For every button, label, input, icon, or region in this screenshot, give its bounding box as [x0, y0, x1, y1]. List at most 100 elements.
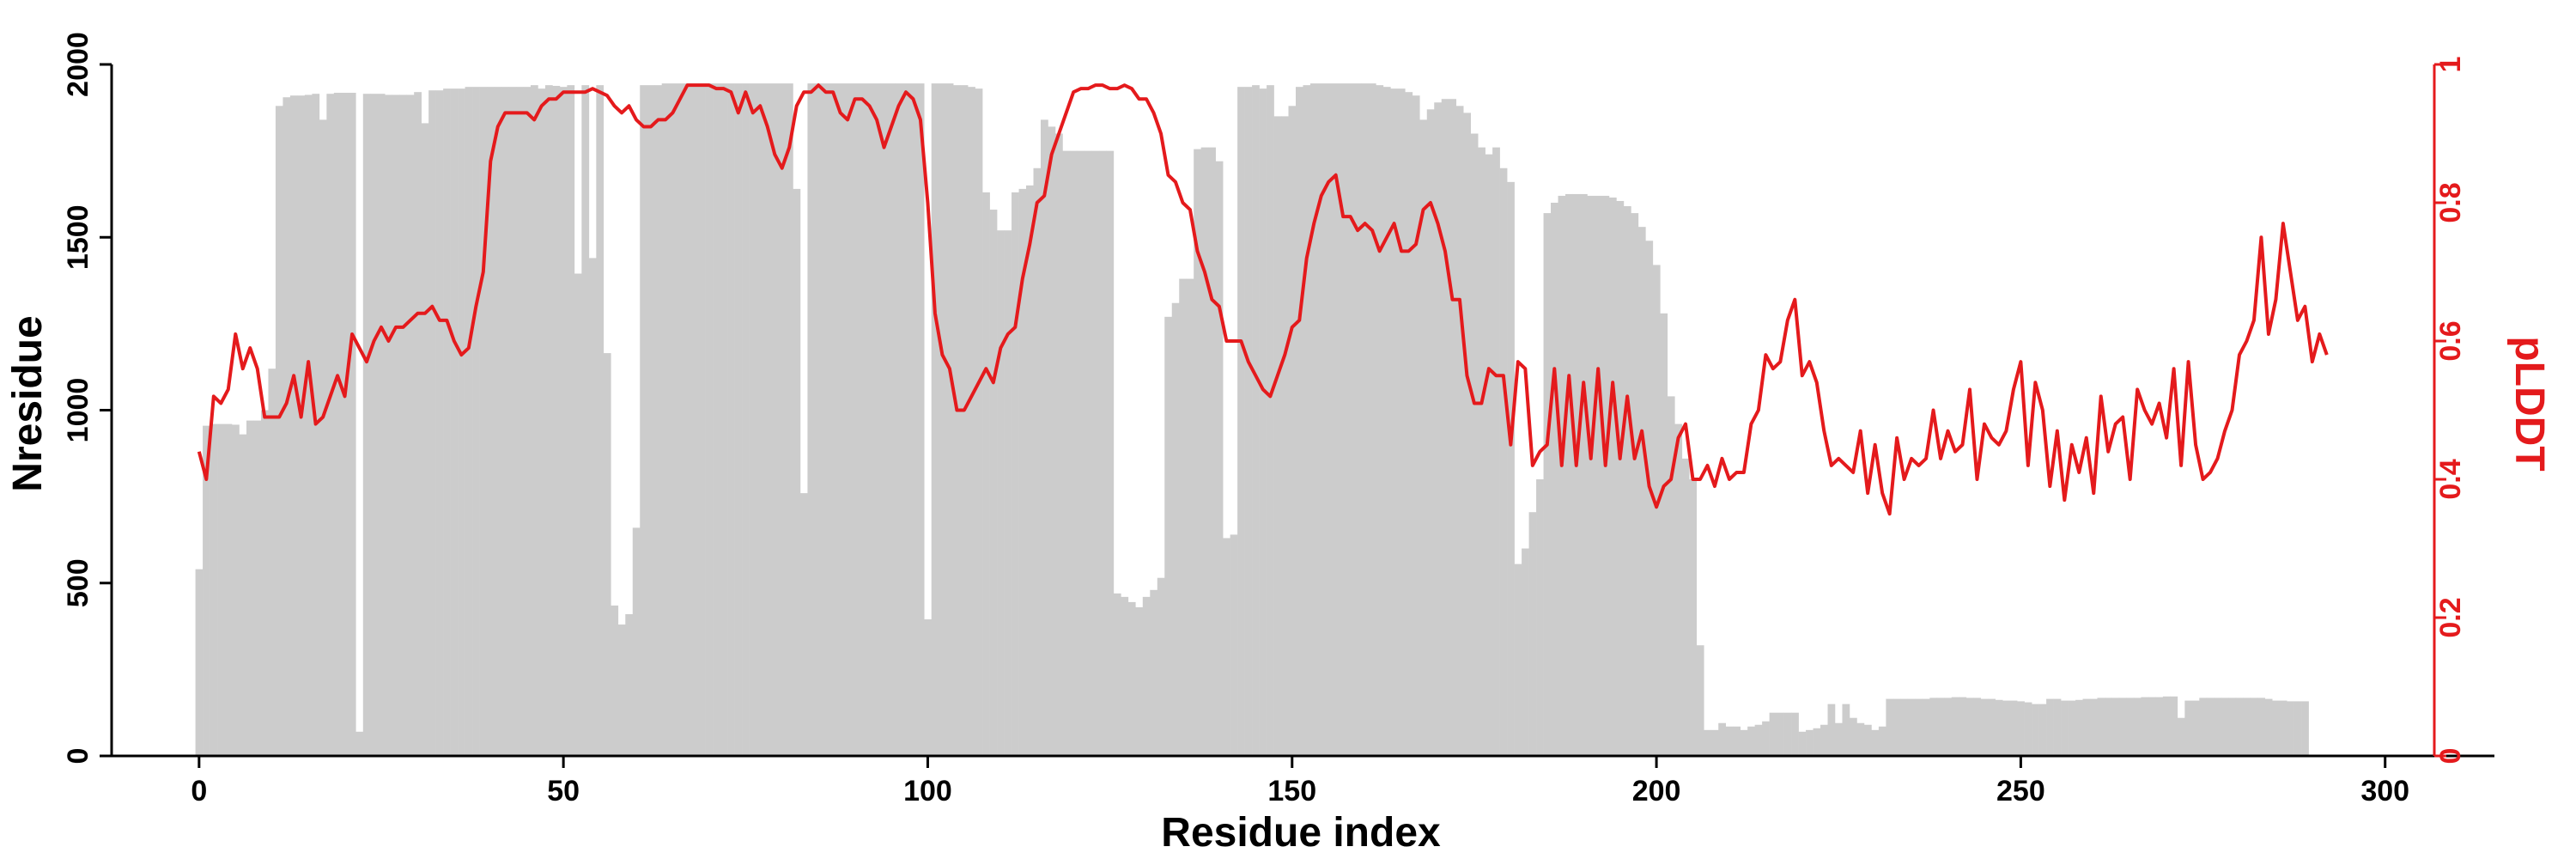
bar	[1681, 458, 1690, 756]
bar	[1113, 593, 1121, 756]
bar	[1674, 423, 1683, 756]
bar	[574, 273, 582, 756]
bar	[2032, 704, 2039, 757]
bar	[443, 88, 451, 757]
bar	[916, 83, 925, 756]
bar	[1637, 227, 1646, 756]
bar	[2024, 702, 2032, 756]
bar	[632, 527, 641, 756]
bar	[836, 83, 845, 756]
y2-axis-title: pLDDT	[2506, 336, 2552, 471]
bar	[1478, 147, 1485, 757]
bar	[1244, 87, 1253, 756]
bar	[945, 83, 954, 756]
bar	[1777, 712, 1784, 756]
bar	[2162, 696, 2171, 756]
bar	[2009, 700, 2018, 756]
bar	[2243, 698, 2251, 756]
y-axis-title: Nresidue	[5, 315, 51, 491]
bar	[982, 192, 990, 756]
bar	[625, 613, 634, 756]
bar	[698, 83, 706, 756]
bar	[1303, 85, 1311, 756]
bar	[1084, 150, 1092, 757]
bar	[377, 94, 386, 756]
bar	[1186, 278, 1194, 756]
bar	[392, 94, 400, 757]
bar	[559, 87, 568, 756]
bar	[1929, 698, 1938, 756]
bar	[603, 353, 611, 756]
bar	[814, 83, 823, 756]
bar	[1382, 87, 1391, 756]
bar	[1623, 206, 1631, 756]
bar	[785, 83, 793, 756]
bar	[2111, 698, 2120, 756]
bar	[1171, 302, 1180, 757]
bar	[1528, 512, 1537, 756]
bar	[909, 83, 918, 756]
bar	[472, 87, 480, 756]
bar	[1733, 726, 1741, 756]
bar	[567, 85, 575, 756]
bar	[319, 119, 327, 756]
bar	[2287, 701, 2294, 756]
plddt-line	[197, 83, 2329, 516]
bar	[690, 83, 699, 756]
plddt-line-group	[197, 83, 2329, 516]
bar	[508, 87, 517, 756]
bar	[1267, 85, 1274, 756]
bar	[895, 83, 903, 756]
bar	[1558, 195, 1566, 756]
bar	[778, 83, 787, 756]
bar	[2228, 698, 2237, 756]
bar	[1747, 726, 1755, 756]
bar	[1696, 645, 1704, 756]
bar	[2068, 700, 2076, 756]
bar	[939, 83, 946, 756]
bar	[1296, 87, 1303, 756]
y2-tick-label: 0.4	[2434, 459, 2467, 499]
bar	[829, 83, 837, 756]
bar	[2272, 700, 2280, 756]
bar	[2221, 698, 2229, 756]
x-tick-label: 300	[2360, 775, 2409, 807]
bar	[2293, 701, 2302, 756]
bar	[2214, 698, 2222, 756]
bar	[253, 420, 262, 756]
bar	[669, 83, 677, 756]
bar	[355, 731, 364, 756]
bar	[720, 83, 728, 756]
bar	[2090, 698, 2098, 756]
bar	[2250, 698, 2258, 756]
bar	[1419, 119, 1428, 756]
bar	[676, 83, 684, 756]
bar	[246, 420, 254, 756]
bar	[2279, 700, 2287, 756]
bar	[960, 85, 969, 756]
bar	[640, 85, 648, 756]
bar	[1944, 698, 1953, 756]
bar	[2141, 697, 2149, 756]
bar	[1390, 88, 1399, 757]
bar	[1951, 697, 1959, 756]
bar	[268, 369, 276, 756]
bar	[1988, 698, 1996, 756]
bar	[1856, 722, 1865, 756]
bar	[734, 83, 743, 756]
bar	[1339, 83, 1347, 756]
bar	[435, 90, 444, 756]
bar	[1054, 133, 1063, 756]
bar	[872, 83, 881, 756]
bar	[1441, 99, 1449, 756]
bar	[1281, 116, 1289, 757]
bar	[2155, 697, 2164, 756]
bar	[654, 85, 663, 756]
bar	[1012, 192, 1019, 756]
bar	[1135, 606, 1144, 756]
bar	[1608, 197, 1617, 756]
bar	[2002, 700, 2010, 756]
bar	[1783, 712, 1792, 756]
bar	[1645, 241, 1654, 756]
